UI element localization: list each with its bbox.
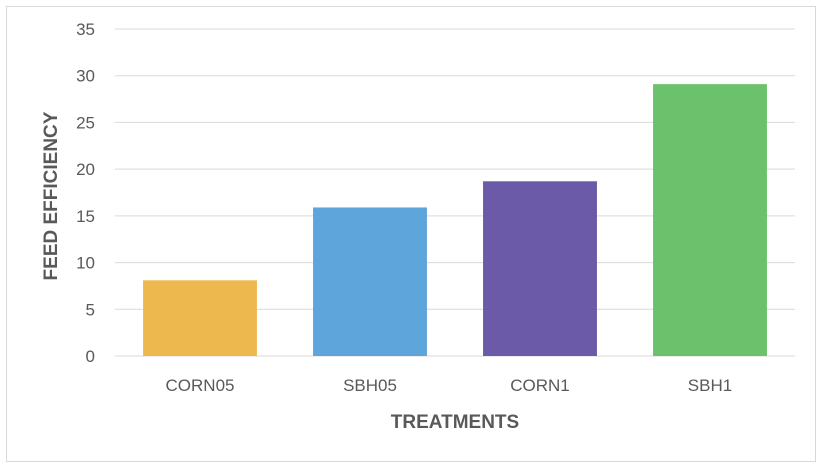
y-tick-label: 20 (76, 160, 95, 179)
x-category-label: SBH1 (688, 376, 732, 395)
bars (143, 84, 767, 356)
bar-corn05 (143, 280, 257, 356)
bar-corn1 (483, 181, 597, 356)
x-axis-title: TREATMENTS (391, 412, 519, 433)
x-category-labels: CORN05 SBH05 CORN1 SBH1 (166, 376, 733, 395)
y-axis-title: FEED EFFICIENCY (41, 111, 62, 280)
y-tick-labels: 0 5 10 15 20 25 30 35 (76, 20, 95, 366)
y-tick-label: 5 (86, 300, 95, 319)
x-category-label: CORN1 (510, 376, 570, 395)
y-tick-label: 15 (76, 207, 95, 226)
x-category-label: CORN05 (166, 376, 235, 395)
x-category-label: SBH05 (343, 376, 397, 395)
y-tick-label: 0 (86, 347, 95, 366)
y-tick-label: 10 (76, 254, 95, 273)
y-tick-label: 30 (76, 67, 95, 86)
y-tick-label: 25 (76, 113, 95, 132)
bar-sbh05 (313, 207, 427, 356)
bar-sbh1 (653, 84, 767, 356)
y-tick-label: 35 (76, 20, 95, 39)
